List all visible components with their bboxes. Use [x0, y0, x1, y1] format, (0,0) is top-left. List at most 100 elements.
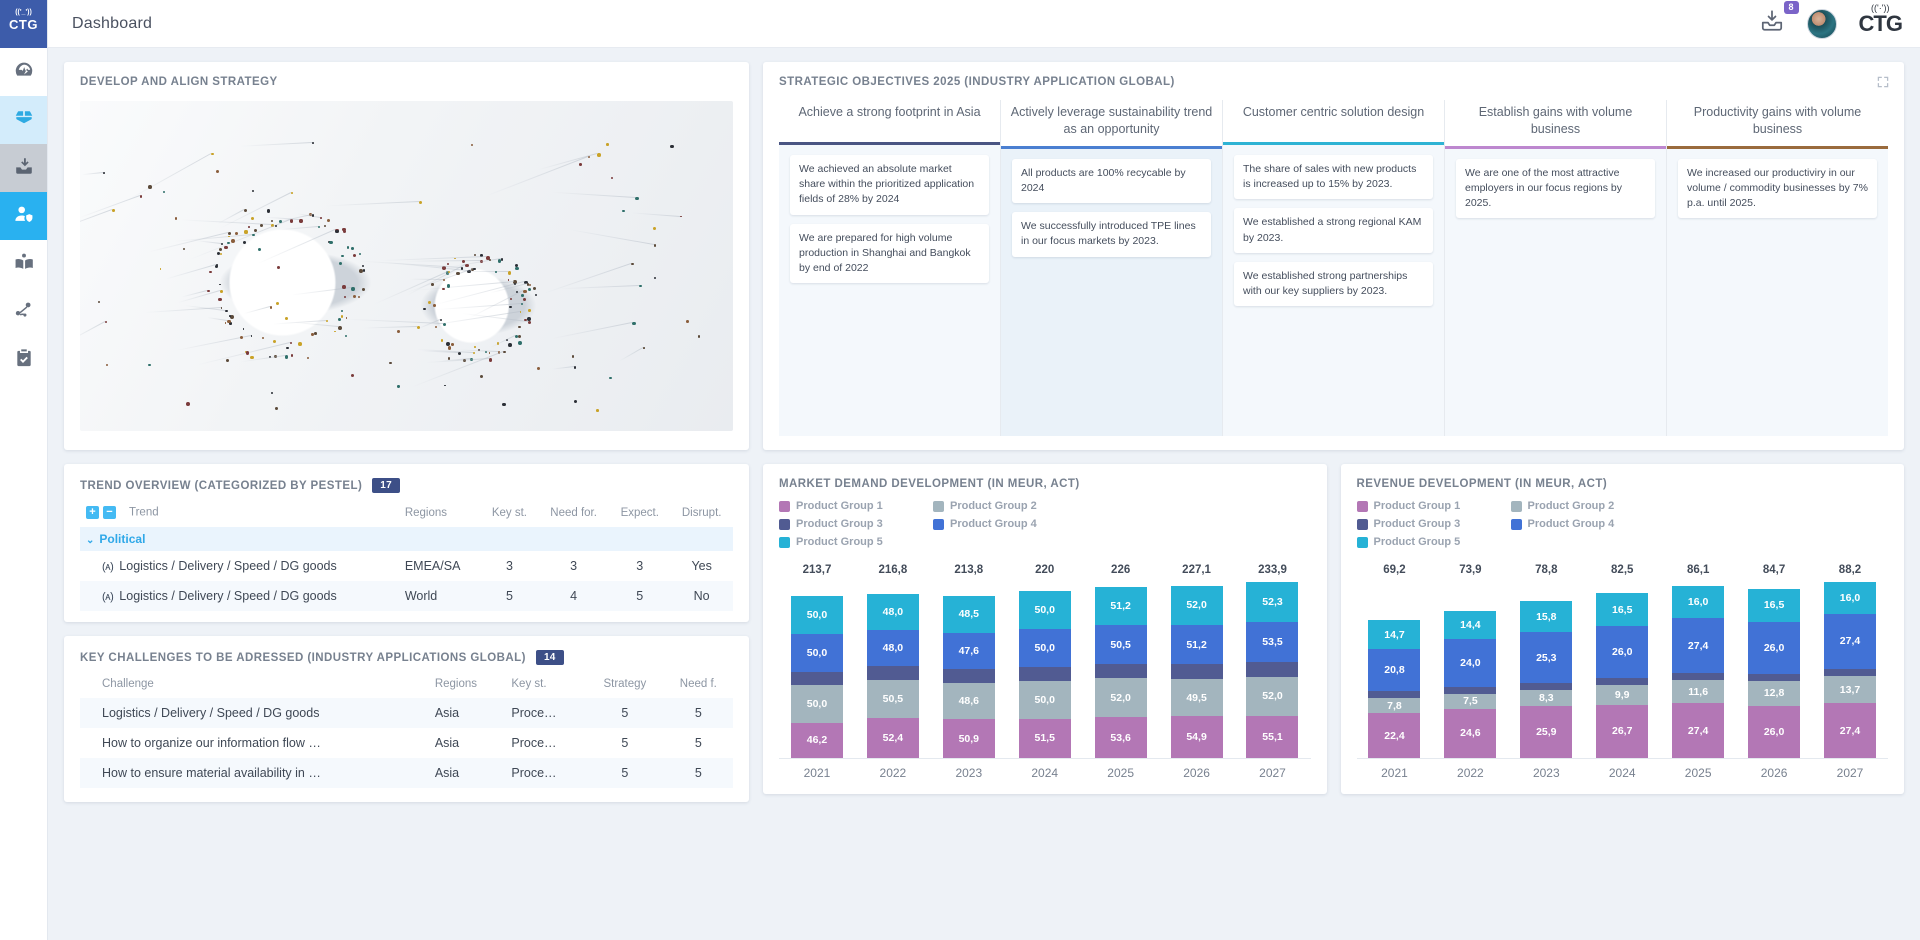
trend-card-title-text: TREND OVERVIEW (CATEGORIZED BY PESTEL)	[80, 479, 363, 492]
stacked-bar[interactable]: 15,8 25,3 8,3 25,9	[1520, 600, 1573, 758]
crowd-speck	[247, 226, 250, 228]
table-row[interactable]: How to organize our information flow … As…	[80, 728, 733, 758]
objective-item[interactable]: All products are 100% recycable by 2024	[1012, 158, 1211, 204]
crowd-speck	[343, 295, 346, 298]
sidebar-item-inbox[interactable]	[0, 144, 47, 192]
table-row[interactable]: How to ensure material availability in ……	[80, 758, 733, 788]
bar-segment: 51,2	[1170, 625, 1223, 664]
legend-item[interactable]: Product Group 1	[1356, 500, 1497, 512]
objective-column-accent-bar	[1667, 145, 1888, 149]
trend-group-row[interactable]: ⌄ Political	[80, 527, 733, 551]
expand-fullscreen-icon[interactable]	[1876, 75, 1890, 89]
bar-segment: 11,6	[1672, 680, 1725, 704]
brand-logo[interactable]: (('_')) CTG	[0, 0, 47, 48]
collapse-all-button[interactable]: −	[103, 506, 116, 519]
stacked-bar[interactable]: 50,0 50,0 50,0 51,5	[1018, 591, 1071, 758]
bar-segment	[1368, 690, 1421, 698]
expand-all-button[interactable]: +	[86, 506, 99, 519]
challenge-strategy-cell: 5	[586, 758, 664, 788]
objective-item[interactable]: We are prepared for high volume producti…	[790, 223, 989, 284]
bar-total-label: 233,9	[1258, 564, 1287, 576]
stacked-bar[interactable]: 52,0 51,2 49,5 54,9	[1170, 585, 1223, 758]
stacked-bar[interactable]: 50,0 50,0 50,0 46,2	[790, 595, 843, 758]
legend-item[interactable]: Product Group 1	[779, 500, 919, 512]
challenges-header-row: Challenge Regions Key st. Strategy Need …	[80, 674, 733, 698]
stacked-bar[interactable]: 48,0 48,0 50,5 52,4	[866, 593, 919, 758]
crowd-speck	[588, 155, 591, 158]
crowd-speck	[447, 346, 451, 350]
bar-segment: 7,5	[1444, 693, 1497, 709]
legend-item[interactable]: Product Group 3	[1356, 518, 1497, 530]
objective-item[interactable]: We successfully introduced TPE lines in …	[1012, 212, 1211, 257]
stacked-bar[interactable]: 48,5 47,6 48,6 50,9	[942, 595, 995, 758]
stacked-bar[interactable]: 16,5 26,0 12,8 26,0	[1748, 589, 1801, 758]
legend-label: Product Group 2	[950, 500, 1037, 512]
crowd-speck	[270, 392, 273, 395]
stacked-bar[interactable]: 16,0 27,4 13,7 27,4	[1823, 582, 1876, 758]
sidebar-item-products[interactable]	[0, 96, 47, 144]
crowd-speck	[509, 298, 512, 300]
table-row[interactable]: Logistics / Delivery / Speed / DG goods A…	[80, 698, 733, 728]
bar-segment	[1018, 666, 1071, 681]
trend-disrupt-cell: Yes	[691, 559, 712, 573]
crowd-speck	[514, 263, 519, 268]
bar-segment: 52,0	[1246, 676, 1299, 717]
crowd-speck	[643, 347, 645, 350]
objective-item[interactable]: We are one of the most attractive employ…	[1456, 158, 1655, 219]
trend-header-row: + − Trend Regions Key st. Need for. Expe…	[80, 502, 733, 527]
objective-column-4: Establish gains with volume business We a…	[1444, 100, 1666, 436]
avatar[interactable]	[1806, 8, 1837, 39]
crowd-speck	[439, 318, 443, 322]
stacked-bar[interactable]: 52,3 53,5 52,0 55,1	[1246, 582, 1299, 758]
objective-item[interactable]: We increased our productiviry in our vol…	[1678, 158, 1877, 219]
bar-column: 52,3 53,5 52,0 55,1	[1235, 580, 1311, 758]
trend-overview-card: TREND OVERVIEW (CATEGORIZED BY PESTEL) 1…	[64, 464, 749, 622]
share-network-icon	[13, 299, 35, 326]
bar-segment: 16,5	[1748, 589, 1801, 622]
bar-segment	[1170, 663, 1223, 679]
legend-item[interactable]: Product Group 3	[779, 518, 919, 530]
sidebar-item-network[interactable]	[0, 288, 47, 336]
crowd-speck	[522, 289, 527, 294]
crowd-speck	[456, 271, 460, 276]
objective-item[interactable]: We established a strong regional KAM by …	[1234, 208, 1433, 253]
trend-col-expect: Expect.	[620, 506, 659, 519]
legend-item[interactable]: Product Group 4	[933, 518, 1073, 530]
crowd-speck	[447, 356, 451, 360]
stacked-bar[interactable]: 14,7 20,8 7,8 22,4	[1368, 619, 1421, 758]
x-axis-tick-label: 2027	[1259, 766, 1286, 780]
crowd-speck	[654, 276, 657, 279]
sidebar-item-library[interactable]	[0, 240, 47, 288]
legend-item[interactable]: Product Group 5	[779, 536, 919, 548]
objective-item[interactable]: We achieved an absolute market share wit…	[790, 155, 989, 215]
bar-segment	[1246, 662, 1299, 677]
objective-column-accent-bar	[1223, 142, 1444, 145]
crowd-speck	[446, 342, 450, 347]
bar-column: 48,0 48,0 50,5 52,4	[855, 580, 931, 758]
crowd-speck	[224, 245, 228, 250]
stacked-bar[interactable]: 51,2 50,5 52,0 53,6	[1094, 586, 1147, 758]
stacked-bar[interactable]: 14,4 24,0 7,5 24,6	[1444, 610, 1497, 758]
stacked-bar[interactable]: 16,5 26,0 9,9 26,7	[1596, 593, 1649, 758]
sidebar-item-customers[interactable]	[0, 192, 47, 240]
sidebar-item-tasks[interactable]	[0, 336, 47, 384]
crowd-speck	[338, 326, 343, 331]
objective-item[interactable]: We established strong partnerships with …	[1234, 261, 1433, 307]
legend-item[interactable]: Product Group 2	[1510, 500, 1651, 512]
legend-item[interactable]: Product Group 2	[933, 500, 1073, 512]
table-row[interactable]: (ᴀ) Logistics / Delivery / Speed / DG goo…	[80, 551, 733, 581]
crowd-speck	[573, 399, 578, 404]
crowd-speck	[480, 254, 483, 257]
bar-segment: 24,6	[1444, 708, 1497, 758]
objective-item[interactable]: The share of sales with new products is …	[1234, 155, 1433, 200]
crowd-speck	[534, 294, 537, 297]
legend-item[interactable]: Product Group 5	[1356, 536, 1497, 548]
legend-item[interactable]: Product Group 4	[1510, 518, 1651, 530]
legend-label: Product Group 2	[1527, 500, 1615, 512]
legend-swatch	[1510, 518, 1522, 530]
table-row[interactable]: (ᴀ) Logistics / Delivery / Speed / DG goo…	[80, 581, 733, 611]
crowd-speck	[427, 301, 431, 305]
sidebar-item-dashboard[interactable]	[0, 48, 47, 96]
stacked-bar[interactable]: 16,0 27,4 11,6 27,4	[1672, 586, 1725, 758]
inbox-button[interactable]: 8	[1759, 1, 1799, 39]
